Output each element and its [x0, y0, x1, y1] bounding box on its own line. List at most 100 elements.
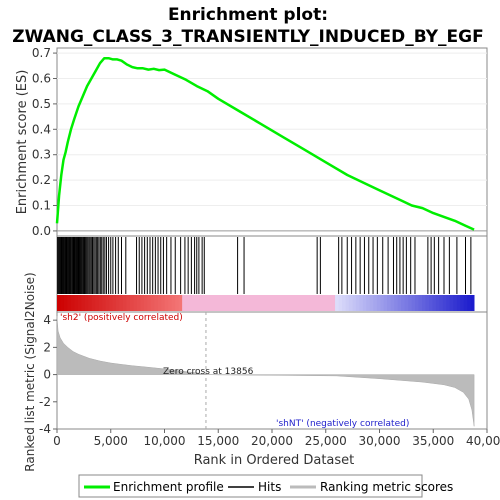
rank-color-band — [57, 295, 475, 311]
rank-band-segment — [471, 295, 475, 311]
legend-label-hits: Hits — [258, 480, 281, 494]
rank-band-segment — [109, 295, 113, 311]
rank-band-segment — [245, 295, 249, 311]
rank-band-segment — [325, 295, 329, 311]
rank-band-segment — [450, 295, 454, 311]
rank-band-segment — [304, 295, 308, 311]
rank-band-segment — [321, 295, 325, 311]
rank-band-segment — [335, 295, 339, 311]
x-tick-label: 0 — [53, 434, 61, 448]
x-axis-label: Rank in Ordered Dataset — [194, 453, 355, 468]
rank-band-segment — [57, 295, 61, 311]
rank-band-segment — [398, 295, 402, 311]
rank-band-segment — [412, 295, 416, 311]
rank-band-segment — [71, 295, 75, 311]
rank-band-segment — [255, 295, 259, 311]
negative-class-label: 'shNT' (negatively correlated) — [276, 419, 409, 429]
positive-class-label: 'sh2' (positively correlated) — [60, 313, 183, 323]
metric-y-ticks: 420-2-4 — [39, 313, 57, 436]
zero-cross-label: Zero cross at 13856 — [163, 367, 254, 377]
rank-band-segment — [408, 295, 412, 311]
rank-band-segment — [85, 295, 89, 311]
rank-band-segment — [373, 295, 377, 311]
rank-band-segment — [443, 295, 447, 311]
rank-band-segment — [366, 295, 370, 311]
rank-band-segment — [238, 295, 242, 311]
rank-band-segment — [227, 295, 231, 311]
rank-band-segment — [279, 295, 283, 311]
rank-band-segment — [436, 295, 440, 311]
rank-band-segment — [439, 295, 443, 311]
chart-title-line2: ZWANG_CLASS_3_TRANSIENTLY_INDUCED_BY_EGF — [12, 27, 483, 47]
x-ticks: 0 5,000 10,000 15,000 20,000 25,000 30,000 35,0… — [53, 429, 500, 448]
rank-band-segment — [332, 295, 336, 311]
rank-band-segment — [172, 295, 176, 311]
rank-band-segment — [276, 295, 280, 311]
x-tick-label: 10,000 — [144, 434, 186, 448]
rank-band-segment — [283, 295, 287, 311]
rank-band-segment — [120, 295, 124, 311]
rank-band-segment — [467, 295, 471, 311]
metric-y-tick-label: 4 — [43, 313, 51, 327]
rank-band-segment — [464, 295, 468, 311]
rank-band-segment — [453, 295, 457, 311]
rank-band-segment — [140, 295, 144, 311]
rank-band-segment — [116, 295, 120, 311]
rank-band-segment — [384, 295, 388, 311]
rank-band-segment — [266, 295, 270, 311]
rank-band-segment — [252, 295, 256, 311]
x-tick-label: 40,000 — [466, 434, 500, 448]
rank-band-segment — [370, 295, 374, 311]
rank-band-segment — [92, 295, 96, 311]
rank-band-segment — [377, 295, 381, 311]
rank-band-segment — [67, 295, 71, 311]
es-y-tick-label: 0.1 — [32, 199, 51, 213]
rank-band-segment — [391, 295, 395, 311]
es-y-tick-label: 0.5 — [32, 97, 51, 111]
rank-band-segment — [200, 295, 204, 311]
rank-band-segment — [286, 295, 290, 311]
rank-band-segment — [186, 295, 190, 311]
metric-y-axis-label: Ranked list metric (Signal2Noise) — [23, 272, 37, 471]
rank-band-segment — [123, 295, 127, 311]
rank-band-segment — [74, 295, 78, 311]
rank-band-segment — [339, 295, 343, 311]
rank-band-segment — [359, 295, 363, 311]
rank-band-segment — [127, 295, 131, 311]
rank-band-segment — [314, 295, 318, 311]
rank-band-segment — [175, 295, 179, 311]
rank-band-segment — [88, 295, 92, 311]
rank-band-segment — [262, 295, 266, 311]
es-y-tick-label: 0.3 — [32, 148, 51, 162]
rank-band-segment — [345, 295, 349, 311]
rank-band-segment — [60, 295, 64, 311]
rank-band-segment — [193, 295, 197, 311]
rank-band-segment — [405, 295, 409, 311]
es-y-tick-label: 0.7 — [32, 46, 51, 60]
x-tick-label: 25,000 — [305, 434, 347, 448]
es-y-tick-label: 0.0 — [32, 224, 51, 238]
rank-band-segment — [217, 295, 221, 311]
rank-band-segment — [81, 295, 85, 311]
metric-y-tick-label: -2 — [39, 395, 51, 409]
rank-band-segment — [133, 295, 137, 311]
x-tick-label: 35,000 — [412, 434, 454, 448]
rank-band-segment — [210, 295, 214, 311]
rank-band-segment — [168, 295, 172, 311]
legend: Enrichment profile Hits Ranking metric s… — [79, 475, 453, 497]
x-tick-label: 15,000 — [197, 434, 239, 448]
rank-band-segment — [415, 295, 419, 311]
rank-band-segment — [425, 295, 429, 311]
rank-band-segment — [394, 295, 398, 311]
rank-band-segment — [137, 295, 141, 311]
rank-band-segment — [356, 295, 360, 311]
rank-band-segment — [78, 295, 82, 311]
rank-band-segment — [147, 295, 151, 311]
rank-band-segment — [297, 295, 301, 311]
legend-label-metric: Ranking metric scores — [320, 480, 453, 494]
rank-band-segment — [196, 295, 200, 311]
rank-band-segment — [290, 295, 294, 311]
rank-band-segment — [165, 295, 169, 311]
rank-band-segment — [106, 295, 110, 311]
